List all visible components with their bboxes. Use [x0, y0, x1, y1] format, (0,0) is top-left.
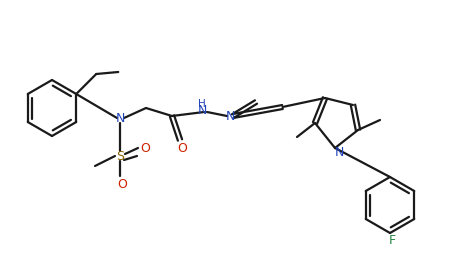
Text: H: H	[198, 99, 206, 109]
Text: O: O	[177, 141, 186, 154]
Text: F: F	[387, 235, 395, 247]
Text: N: N	[115, 112, 124, 124]
Text: N: N	[197, 104, 206, 118]
Text: N: N	[334, 146, 343, 159]
Text: O: O	[140, 141, 150, 154]
Text: S: S	[116, 149, 124, 163]
Text: O: O	[117, 179, 127, 191]
Text: N: N	[225, 109, 234, 123]
